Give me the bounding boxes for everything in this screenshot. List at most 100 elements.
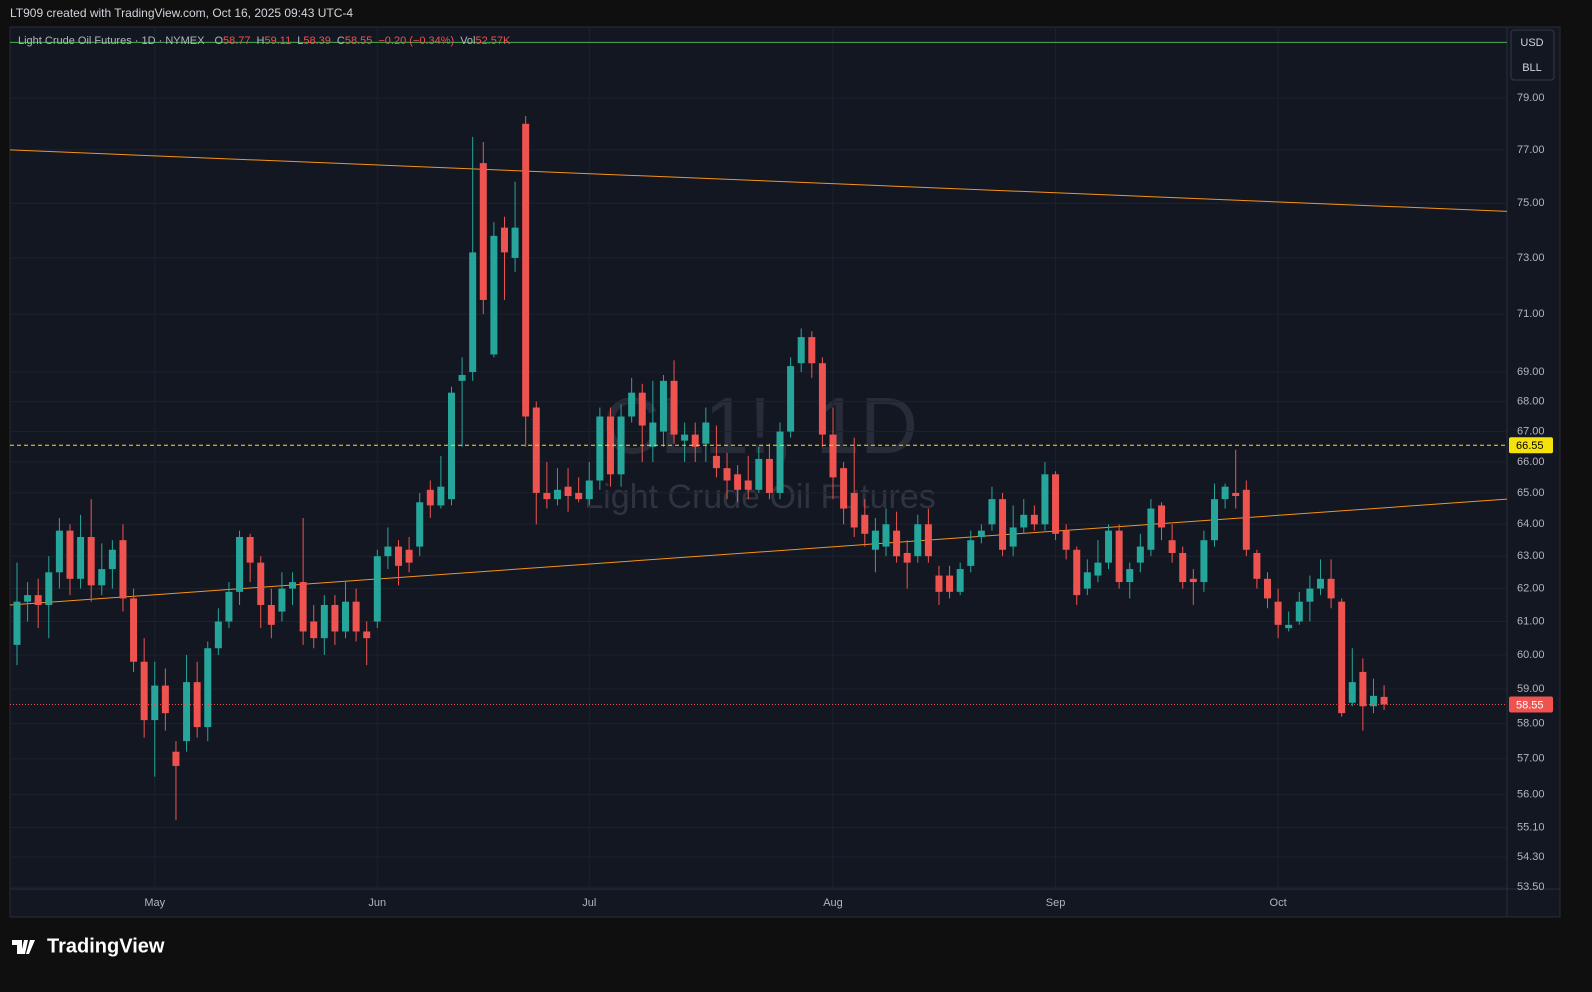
candle-body: [1285, 624, 1293, 629]
y-tick-label: 53.50: [1517, 881, 1545, 893]
price-badge: [1509, 437, 1553, 454]
candle-body: [755, 458, 763, 490]
logo-text: TradingView: [47, 935, 165, 957]
candle-body: [1147, 508, 1155, 550]
candle-body: [1115, 530, 1123, 583]
scale-buttons[interactable]: [1510, 29, 1555, 81]
candle-body: [659, 380, 667, 432]
candle-body: [596, 416, 604, 481]
legend-value: 59.11: [265, 35, 292, 47]
legend-change: −0.20 (−0.34%): [378, 35, 454, 47]
y-tick-label: 77.00: [1517, 144, 1545, 156]
candle-body: [924, 524, 932, 557]
y-tick-label: 63.00: [1517, 550, 1545, 562]
y-tick-label: 71.00: [1517, 308, 1545, 320]
candle-body: [130, 598, 138, 662]
candle-body: [1295, 601, 1303, 622]
candle-body: [1232, 492, 1240, 497]
candle-body: [1168, 540, 1176, 553]
candle-body: [649, 422, 657, 447]
candle-body: [13, 601, 21, 645]
y-tick-label: 65.00: [1517, 487, 1545, 499]
chart-panel: [9, 26, 1561, 918]
candle-body: [1136, 546, 1144, 563]
currency-button[interactable]: USD: [1520, 37, 1543, 49]
candle-body: [342, 601, 350, 632]
candle-body: [691, 434, 699, 447]
x-tick-label: May: [144, 897, 165, 909]
legend-label: L: [297, 35, 303, 47]
legend-volume-value: 52.57K: [476, 35, 512, 47]
unit-button[interactable]: BLL: [1522, 62, 1542, 74]
candle-body: [1253, 552, 1261, 579]
candle-body: [490, 235, 498, 355]
candle-body: [532, 407, 540, 493]
candle-body: [914, 524, 922, 557]
candle-body: [331, 604, 339, 632]
candle-body: [140, 661, 148, 721]
candle-body: [363, 631, 371, 639]
candle-body: [384, 546, 392, 557]
candle-body: [893, 530, 901, 557]
candle-body: [967, 540, 975, 566]
candle-body: [1327, 578, 1335, 599]
candle-body: [405, 549, 413, 563]
candle-body: [765, 458, 773, 493]
candle-body: [1200, 540, 1208, 583]
x-tick-label: Sep: [1046, 897, 1066, 909]
candle-body: [1030, 514, 1038, 525]
candle-body: [956, 569, 964, 592]
candle-body: [246, 536, 254, 563]
candle-body: [787, 366, 795, 432]
candle-body: [183, 682, 191, 742]
candle-body: [946, 575, 954, 592]
candle-body: [426, 489, 434, 506]
candle-body: [977, 530, 985, 537]
candle-body: [267, 604, 275, 625]
caption: LT909 created with TradingView.com, Oct …: [10, 6, 353, 20]
candle-body: [1263, 578, 1271, 599]
candle-body: [606, 416, 614, 475]
logo-icon: [12, 940, 35, 954]
candle-body: [98, 569, 106, 586]
y-tick-label: 68.00: [1517, 395, 1545, 407]
candle-body: [214, 621, 222, 649]
candle-body: [87, 536, 95, 586]
candle-body: [236, 536, 244, 592]
candle-body: [776, 431, 784, 493]
candle-body: [24, 595, 32, 602]
candle-body: [1348, 682, 1356, 703]
candle-body: [55, 530, 63, 573]
candle-body: [681, 434, 689, 441]
price-badge-label: 58.55: [1516, 699, 1544, 711]
candle-body: [151, 685, 159, 721]
candle-body: [119, 540, 127, 599]
y-tick-label: 75.00: [1517, 197, 1545, 209]
candle-body: [903, 552, 911, 563]
candle-body: [458, 374, 466, 381]
candle-body: [1211, 499, 1219, 541]
candle-body: [808, 337, 816, 364]
candle-body: [1242, 489, 1250, 550]
candle-body: [278, 588, 286, 612]
legend-label: O: [214, 35, 223, 47]
candle-body: [861, 514, 869, 534]
x-tick-label: Jul: [582, 897, 596, 909]
y-tick-label: 55.10: [1517, 821, 1545, 833]
candle-body: [564, 486, 572, 497]
candle-body: [373, 556, 381, 622]
candle-body: [469, 252, 477, 373]
candle-body: [1105, 530, 1113, 563]
legend-label: H: [257, 35, 265, 47]
candle-body: [1359, 671, 1367, 707]
candle-body: [352, 601, 360, 632]
candle-body: [935, 575, 943, 592]
candle-body: [257, 562, 265, 605]
candle-body: [34, 595, 42, 605]
candle-body: [500, 227, 508, 253]
candle-body: [1158, 505, 1166, 528]
candle-body: [1306, 588, 1314, 602]
candle-body: [628, 392, 636, 417]
candle-body: [511, 227, 519, 258]
candle-body: [712, 455, 720, 469]
